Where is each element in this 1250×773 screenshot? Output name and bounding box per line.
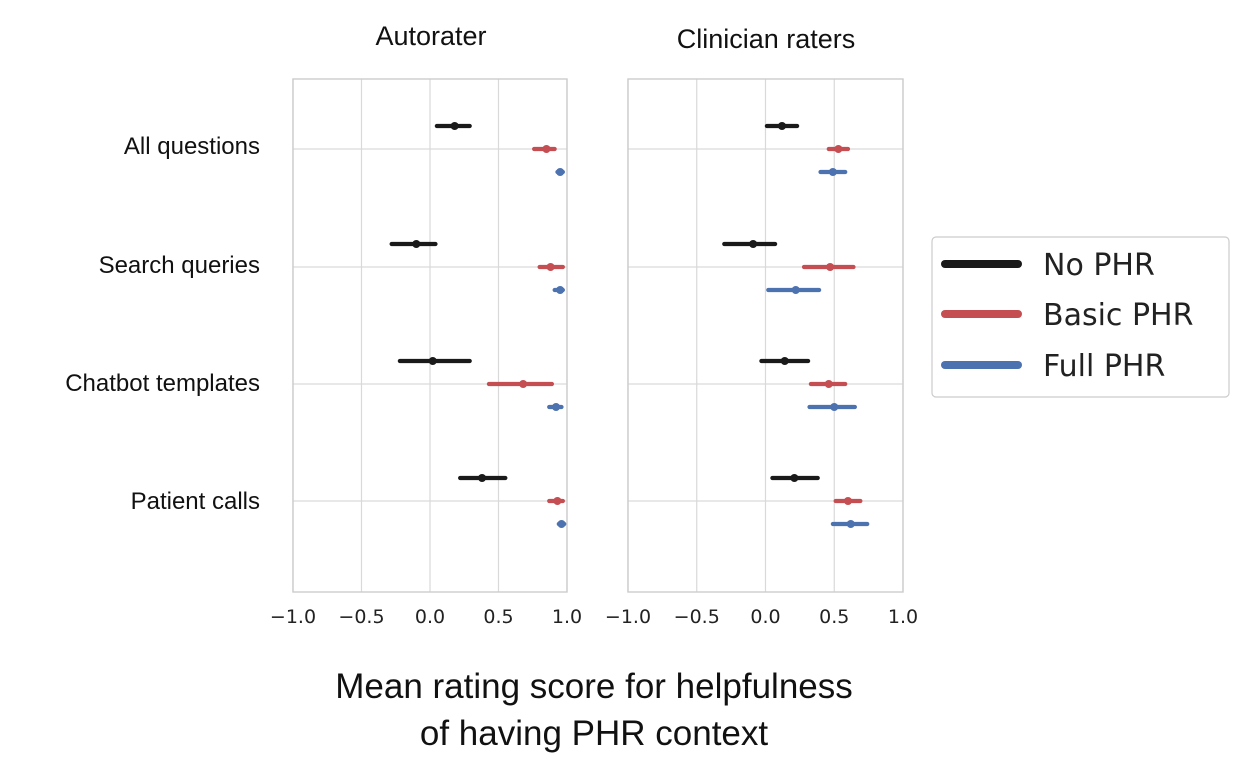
panel-clinician-raters: −1.0 −0.5 0.0 0.5 1.0 <box>605 78 918 628</box>
legend-label-full-phr: Full PHR <box>1043 349 1165 384</box>
category-label-all-questions: All questions <box>124 133 260 160</box>
point-autorater-basic-phr-chatbot-templates <box>519 380 528 388</box>
category-label-search-queries: Search queries <box>99 252 260 279</box>
point-clinician-raters-no-phr-patient-calls <box>790 474 799 482</box>
plot-frame-autorater <box>292 78 568 593</box>
point-clinician-raters-basic-phr-patient-calls <box>844 497 852 505</box>
x-tick-label-autorater-1: −0.5 <box>338 606 384 628</box>
point-autorater-basic-phr-patient-calls <box>553 497 562 505</box>
point-autorater-no-phr-search-queries <box>412 240 421 248</box>
point-autorater-full-phr-search-queries <box>556 286 565 294</box>
x-tick-label-autorater-2: 0.0 <box>415 606 445 628</box>
x-tick-label-autorater-0: −1.0 <box>270 606 316 628</box>
point-clinician-raters-no-phr-search-queries <box>749 240 758 248</box>
legend-label-no-phr: No PHR <box>1043 248 1155 283</box>
point-autorater-basic-phr-all-questions <box>542 145 551 153</box>
x-tick-label-autorater-3: 0.5 <box>483 606 513 628</box>
point-clinician-raters-full-phr-chatbot-templates <box>830 403 839 411</box>
point-clinician-raters-full-phr-search-queries <box>791 286 800 294</box>
x-tick-label-clinician-raters-4: 1.0 <box>888 606 918 628</box>
category-label-chatbot-templates: Chatbot templates <box>65 370 260 397</box>
point-autorater-no-phr-chatbot-templates <box>428 357 437 365</box>
point-autorater-full-phr-patient-calls <box>557 520 566 528</box>
x-tick-label-clinician-raters-3: 0.5 <box>819 606 849 628</box>
point-clinician-raters-no-phr-chatbot-templates <box>780 357 789 365</box>
panel-autorater: −1.0 −0.5 0.0 0.5 1.0 <box>270 78 582 628</box>
x-axis-label-line-1: Mean rating score for helpfulness <box>335 667 853 706</box>
panel-title-autorater: Autorater <box>375 21 486 51</box>
x-tick-label-clinician-raters-0: −1.0 <box>605 606 651 628</box>
legend-box <box>931 236 1230 398</box>
category-label-patient-calls: Patient calls <box>131 488 260 515</box>
point-autorater-full-phr-chatbot-templates <box>552 403 561 411</box>
point-autorater-no-phr-patient-calls <box>478 474 487 482</box>
legend-label-basic-phr: Basic PHR <box>1043 298 1193 333</box>
point-clinician-raters-basic-phr-chatbot-templates <box>824 380 833 388</box>
panel-title-clinician-raters: Clinician raters <box>677 24 856 54</box>
x-tick-label-clinician-raters-1: −0.5 <box>674 606 720 628</box>
x-axis-label-line-2: of having PHR context <box>420 714 769 753</box>
x-tick-label-clinician-raters-2: 0.0 <box>750 606 780 628</box>
point-clinician-raters-full-phr-patient-calls <box>846 520 855 528</box>
point-clinician-raters-basic-phr-all-questions <box>834 145 843 153</box>
x-tick-label-autorater-4: 1.0 <box>552 606 582 628</box>
point-clinician-raters-full-phr-all-questions <box>828 168 837 176</box>
point-autorater-basic-phr-search-queries <box>546 263 555 271</box>
point-autorater-no-phr-all-questions <box>450 122 459 130</box>
point-clinician-raters-no-phr-all-questions <box>778 122 786 130</box>
point-autorater-full-phr-all-questions <box>556 168 565 176</box>
point-clinician-raters-basic-phr-search-queries <box>826 263 835 271</box>
legend: No PHR Basic PHR Full PHR <box>931 236 1230 398</box>
plot-frame-clinician-raters <box>627 78 904 593</box>
